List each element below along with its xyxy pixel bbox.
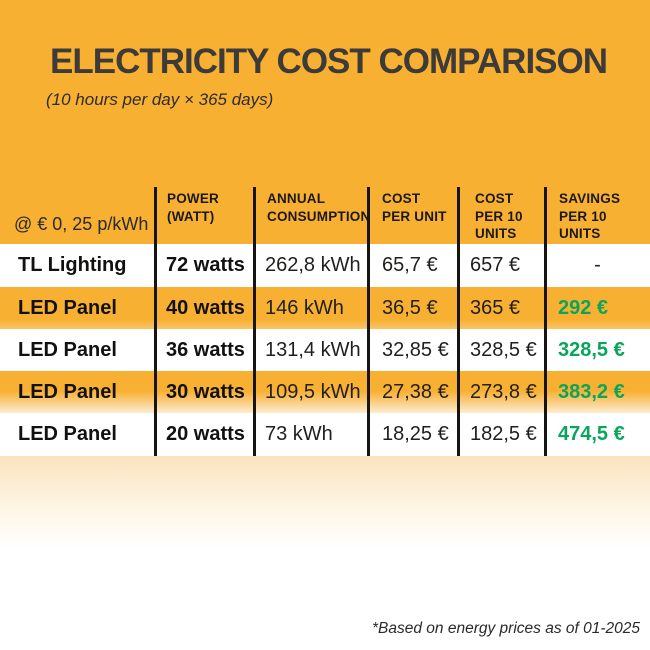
power-value: 40 watts [166, 296, 245, 319]
rate-label: @ € 0, 25 p/kWh [14, 214, 149, 234]
bottom-fade-band [0, 456, 650, 548]
annual-consumption-value: 262,8 kWh [265, 254, 361, 276]
power-value: 72 watts [166, 254, 245, 276]
page-subtitle: (10 hours per day × 365 days) [46, 90, 274, 109]
annual-consumption-value: 131,4 kWh [265, 338, 361, 361]
column-separator [457, 187, 460, 456]
savings-value: 328,5 € [558, 338, 625, 361]
cost-per-unit-value: 27,38 € [382, 380, 449, 403]
savings-value: 474,5 € [558, 423, 625, 445]
cost-per-unit-value: 32,85 € [382, 338, 449, 361]
table-row: LED Panel 36 watts 131,4 kWh 32,85 € 328… [0, 329, 650, 371]
column-separator [544, 187, 547, 456]
power-value: 20 watts [166, 423, 245, 445]
column-header-power: POWER (WATT) [167, 191, 220, 224]
annual-consumption-value: 73 kWh [265, 423, 333, 445]
column-header-cost-per-unit: COST PER UNIT [382, 191, 447, 224]
column-header-savings-per-10-units: SAVINGS PER 10 UNITS [559, 191, 621, 242]
cost-per-10-units-value: 328,5 € [470, 338, 537, 361]
device-name: TL Lighting [18, 254, 127, 276]
power-value: 30 watts [166, 380, 245, 403]
cost-per-10-units-value: 657 € [470, 254, 521, 276]
column-separator [253, 187, 256, 456]
device-name: LED Panel [18, 380, 117, 403]
power-value: 36 watts [166, 338, 245, 361]
cost-per-unit-value: 36,5 € [382, 296, 438, 319]
device-name: LED Panel [18, 296, 117, 319]
annual-consumption-value: 109,5 kWh [265, 380, 361, 403]
table-row: TL Lighting 72 watts 262,8 kWh 65,7 € 65… [0, 244, 650, 287]
column-separator [367, 187, 370, 456]
top-orange-band [0, 0, 650, 244]
column-header-annual-consumption: ANNUAL CONSUMPTION [267, 191, 371, 224]
savings-value: - [594, 254, 601, 276]
table-row: LED Panel 20 watts 73 kWh 18,25 € 182,5 … [0, 413, 650, 456]
footnote: *Based on energy prices as of 01-2025 [372, 620, 640, 637]
device-name: LED Panel [18, 423, 117, 445]
savings-value: 383,2 € [558, 380, 625, 403]
cost-per-unit-value: 65,7 € [382, 254, 438, 276]
page-title: ELECTRICITY COST COMPARISON [50, 42, 608, 81]
table-header-row: @ € 0, 25 p/kWh POWER (WATT) ANNUAL CONS… [0, 170, 650, 244]
table-row: LED Panel 30 watts 109,5 kWh 27,38 € 273… [0, 371, 650, 413]
column-separator [154, 187, 157, 456]
annual-consumption-value: 146 kWh [265, 296, 344, 319]
cost-per-10-units-value: 273,8 € [470, 380, 537, 403]
table-row: LED Panel 40 watts 146 kWh 36,5 € 365 € … [0, 287, 650, 329]
cost-per-10-units-value: 182,5 € [470, 423, 537, 445]
savings-value: 292 € [558, 296, 609, 319]
device-name: LED Panel [18, 338, 117, 361]
cost-per-unit-value: 18,25 € [382, 423, 449, 445]
column-header-cost-per-10-units: COST PER 10 UNITS [475, 191, 523, 242]
cost-per-10-units-value: 365 € [470, 296, 521, 319]
comparison-table: @ € 0, 25 p/kWh POWER (WATT) ANNUAL CONS… [0, 170, 650, 456]
